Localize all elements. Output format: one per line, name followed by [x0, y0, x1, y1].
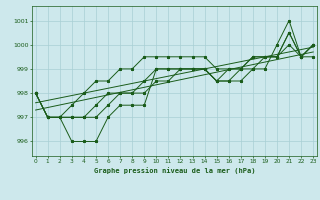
X-axis label: Graphe pression niveau de la mer (hPa): Graphe pression niveau de la mer (hPa)	[94, 167, 255, 174]
